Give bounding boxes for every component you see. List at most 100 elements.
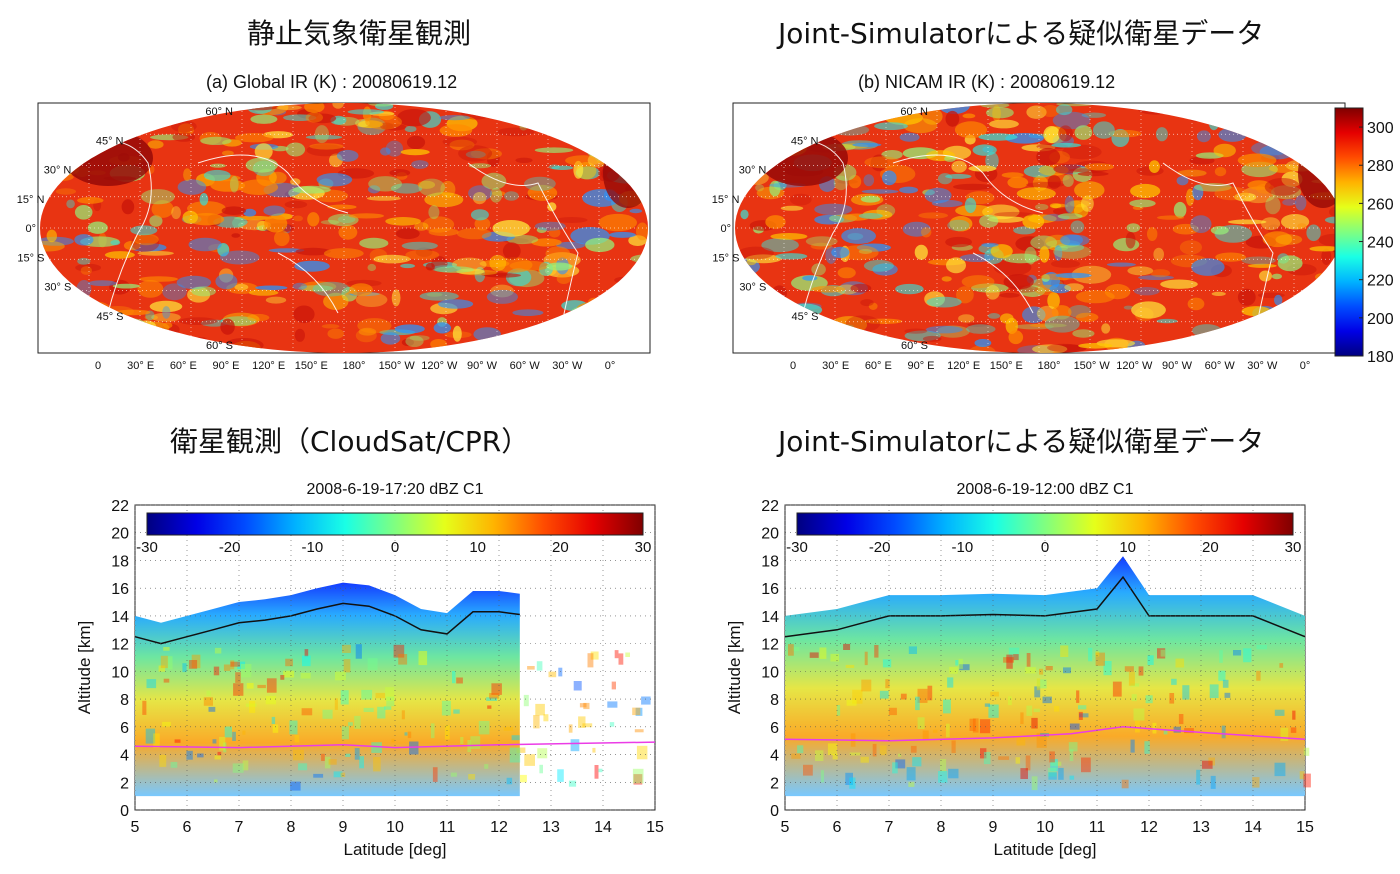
cpr-echo-cell bbox=[578, 716, 586, 728]
cpr-echo-cell bbox=[235, 672, 241, 683]
map-b-cloud bbox=[1047, 343, 1081, 352]
sim-ytick-label: 0 bbox=[770, 803, 779, 820]
sim-echo-cell bbox=[983, 752, 991, 765]
cpr-echo-cell bbox=[170, 762, 178, 768]
map-a-cloud bbox=[548, 227, 561, 238]
sim-echo-cell bbox=[1160, 649, 1166, 657]
map-a-cloud bbox=[182, 210, 198, 224]
map-a-cloud bbox=[268, 248, 305, 253]
sim-echo-cell bbox=[1274, 762, 1286, 777]
cpr-echo-cell bbox=[594, 765, 599, 779]
map-b-cloud bbox=[922, 335, 942, 342]
sim-echo-cell bbox=[882, 659, 892, 668]
map-a-cloud bbox=[295, 247, 331, 256]
cpr-echo-cell bbox=[300, 672, 311, 679]
map-b-cloud bbox=[870, 154, 888, 172]
map-b-cloud bbox=[972, 144, 997, 156]
map-a-cloud bbox=[210, 179, 246, 192]
map-a-title: (a) Global IR (K) : 20080619.12 bbox=[206, 72, 458, 92]
map-a-cloud bbox=[191, 286, 216, 297]
map-b-cloud bbox=[966, 324, 996, 334]
sim-echo-cell bbox=[1039, 668, 1044, 675]
sim-ytick-label: 2 bbox=[770, 775, 779, 792]
sim-echo-cell bbox=[791, 753, 801, 759]
sim-ytick-label: 16 bbox=[761, 581, 779, 598]
map-a-cloud bbox=[133, 233, 159, 246]
sim-echo-cell bbox=[1025, 667, 1036, 674]
map-a-cloud bbox=[433, 322, 451, 334]
map-a-cloud bbox=[200, 136, 232, 145]
map-b-cloud bbox=[1064, 283, 1084, 292]
sim-echo-cell bbox=[836, 705, 841, 716]
cpr-echo-cell bbox=[557, 769, 564, 782]
map-a-cloud bbox=[366, 196, 401, 201]
cpr-echo-cell bbox=[167, 656, 173, 670]
map-a-cloud bbox=[222, 150, 234, 156]
map-b-cloud bbox=[981, 242, 999, 247]
sim-echo-cell bbox=[1112, 681, 1122, 697]
sim-echo-cell bbox=[958, 658, 963, 669]
map-b-cloud bbox=[946, 257, 966, 274]
cpr-echo-cell bbox=[340, 690, 349, 705]
map-b-cloud bbox=[1185, 188, 1195, 206]
map-a-cloud bbox=[411, 160, 429, 169]
map-b-cloud bbox=[1237, 153, 1277, 168]
map-b-cloud bbox=[745, 254, 782, 264]
map-b-cloud bbox=[1179, 240, 1202, 255]
sim-xtick-label: 14 bbox=[1244, 819, 1262, 836]
map-b-cloud bbox=[1227, 219, 1267, 225]
cpr-echo-cell bbox=[285, 658, 293, 667]
sim-ytick-label: 12 bbox=[761, 637, 779, 654]
sim-echo-cell bbox=[908, 646, 917, 654]
cpr-echo-cell bbox=[592, 747, 596, 753]
map-a-cloud bbox=[88, 280, 117, 287]
map-a-cloud bbox=[177, 179, 207, 195]
sim-echo-cell bbox=[1157, 648, 1166, 659]
cpr-echo-cell bbox=[174, 739, 181, 743]
cpr-echo-cell bbox=[401, 710, 405, 720]
cpr-echo-cell bbox=[409, 741, 419, 755]
sim-xtick-label: 13 bbox=[1192, 819, 1210, 836]
map-a-cloud bbox=[484, 273, 521, 278]
map-a-cloud bbox=[414, 222, 429, 231]
cpr-xtick-label: 7 bbox=[235, 819, 244, 836]
map-a-cloud bbox=[176, 275, 212, 290]
map-a-cloud bbox=[438, 115, 471, 121]
map-b-cloud bbox=[1005, 317, 1018, 334]
map-b-cloud bbox=[1060, 234, 1083, 246]
cpr-echo-cell bbox=[246, 683, 254, 689]
cpr-echo-cell bbox=[335, 671, 346, 681]
cpr-ytick-label: 14 bbox=[111, 609, 129, 626]
map-b-cloud bbox=[985, 151, 999, 170]
sim-echo-cell bbox=[1054, 706, 1060, 712]
map-b-cloud bbox=[1041, 105, 1060, 117]
sim-echo-cell bbox=[1202, 760, 1213, 769]
sim-echo-cell bbox=[972, 718, 979, 733]
map-a-cloud bbox=[486, 289, 518, 304]
cpr-echo-cell bbox=[257, 684, 266, 689]
sim-echo-cell bbox=[1256, 670, 1261, 681]
map-b-cloud bbox=[1039, 246, 1050, 263]
map-a-cloud bbox=[546, 262, 573, 271]
cpr-ytick-label: 16 bbox=[111, 581, 129, 598]
cpr-echo-cell bbox=[375, 692, 386, 699]
map-b-lon-label: 90° E bbox=[907, 360, 934, 372]
map-a-cloud bbox=[470, 209, 489, 221]
sim-echo-cell bbox=[1069, 723, 1080, 730]
map-a-cloud bbox=[490, 284, 514, 298]
map-a-cloud bbox=[349, 283, 373, 297]
map-a-cloud bbox=[178, 317, 218, 325]
sim-ytick-label: 8 bbox=[770, 692, 779, 709]
map-a-cloud bbox=[75, 263, 101, 272]
map-b-cloud bbox=[1265, 196, 1281, 215]
sim-echo-cell bbox=[864, 651, 868, 666]
map-b-cloud bbox=[951, 160, 967, 173]
sim-echo-cell bbox=[1299, 771, 1305, 780]
cpr-echo-cell bbox=[280, 675, 285, 680]
map-b-cloud bbox=[1214, 186, 1249, 201]
map-a-cloud bbox=[405, 335, 424, 347]
cpr-echo-cell bbox=[523, 694, 529, 707]
sim-echo-cell bbox=[1031, 717, 1038, 729]
map-b-cloud bbox=[1191, 258, 1225, 276]
map-a-lon-label: 0° bbox=[605, 360, 616, 372]
